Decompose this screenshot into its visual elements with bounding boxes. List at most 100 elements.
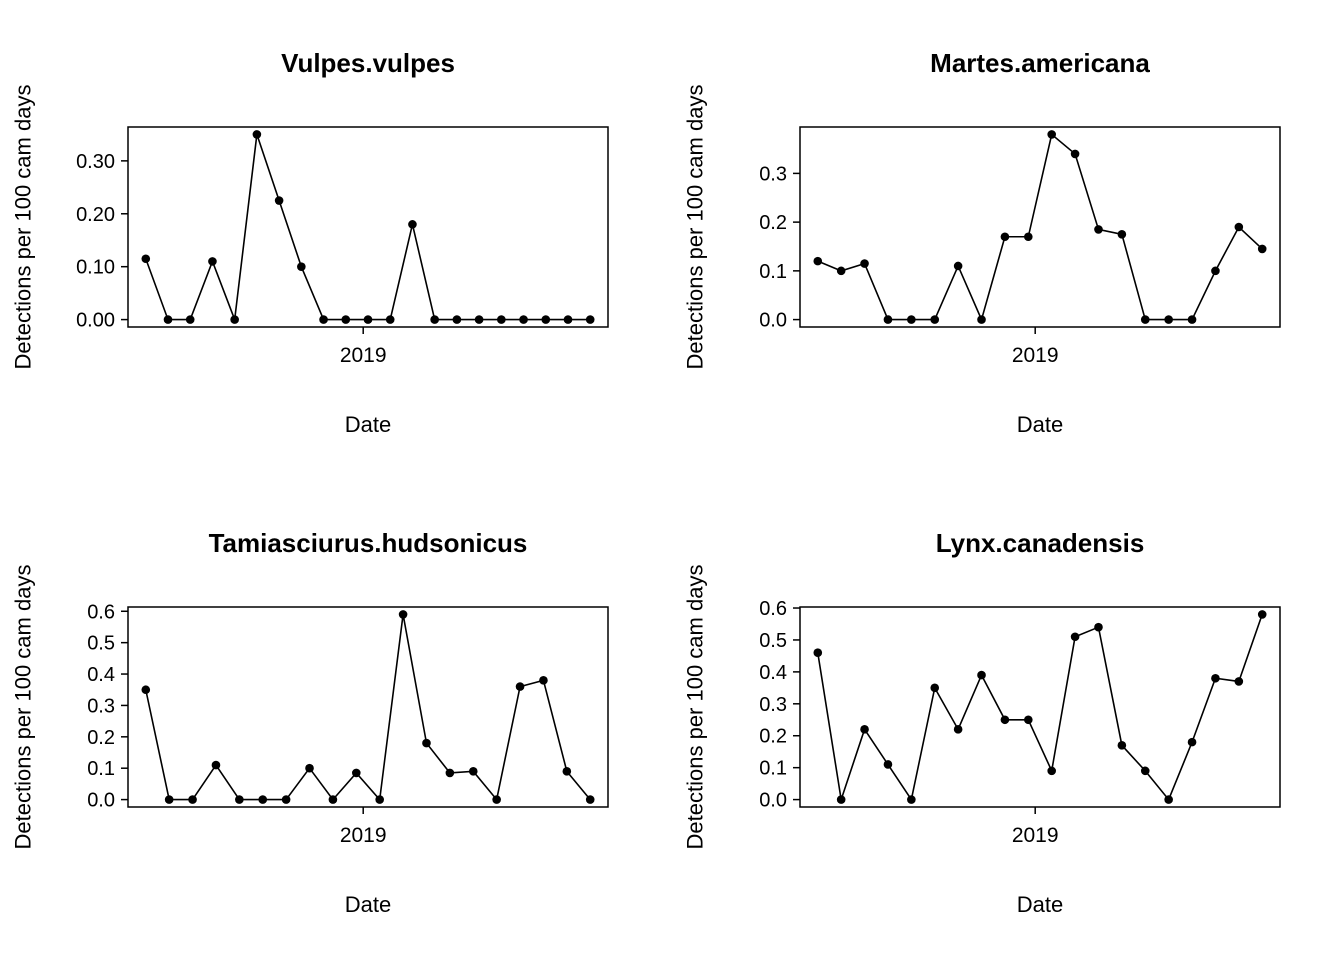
data-point bbox=[1140, 315, 1150, 324]
data-point bbox=[883, 760, 893, 769]
chart-panel-vulpes-vulpes: Vulpes.vulpes Detections per 100 cam day… bbox=[0, 0, 672, 480]
line-chart: 0.00 0.10 0.20 0.30 2019 bbox=[76, 126, 609, 367]
data-point bbox=[375, 795, 384, 804]
x-tick-label: 2019 bbox=[1012, 344, 1059, 367]
data-point bbox=[341, 315, 351, 324]
data-series-line bbox=[816, 614, 1263, 802]
data-point bbox=[836, 266, 846, 276]
data-point bbox=[211, 760, 221, 770]
data-point bbox=[258, 795, 268, 804]
chart-panel-martes-americana: Martes.americana Detections per 100 cam … bbox=[672, 0, 1344, 480]
data-point bbox=[230, 315, 239, 324]
data-point bbox=[497, 315, 506, 324]
y-tick-label: 0.0 bbox=[87, 790, 115, 812]
data-point bbox=[1024, 715, 1033, 725]
y-tick-label: 0.4 bbox=[87, 664, 115, 686]
data-point bbox=[274, 196, 284, 205]
data-point bbox=[1024, 232, 1033, 242]
x-tick-label: 2019 bbox=[1012, 824, 1059, 847]
data-point bbox=[1187, 315, 1197, 324]
data-point bbox=[297, 262, 306, 271]
y-tick-label: 0.6 bbox=[759, 598, 787, 620]
data-point bbox=[562, 767, 572, 776]
y-tick-label: 0.5 bbox=[759, 630, 787, 652]
data-point bbox=[1000, 715, 1010, 725]
y-tick-label: 0.2 bbox=[759, 212, 787, 234]
data-point bbox=[930, 683, 940, 693]
data-point bbox=[352, 768, 361, 778]
data-point bbox=[883, 315, 893, 324]
y-tick-label: 0.20 bbox=[76, 204, 115, 226]
chart-title: Martes.americana bbox=[930, 48, 1150, 78]
data-point bbox=[468, 767, 478, 776]
chart-panel-tamiasciurus-hudsonicus: Tamiasciurus.hudsonicus Detections per 1… bbox=[0, 480, 672, 960]
data-point bbox=[977, 670, 986, 680]
data-point bbox=[836, 795, 846, 804]
data-point bbox=[585, 315, 595, 324]
data-point bbox=[1047, 130, 1056, 139]
data-point bbox=[539, 676, 548, 685]
data-point bbox=[422, 738, 431, 748]
data-point bbox=[141, 685, 151, 695]
y-tick-label: 0.3 bbox=[759, 163, 787, 185]
data-point bbox=[398, 610, 408, 619]
plot-border bbox=[127, 126, 609, 328]
y-tick-label: 0.00 bbox=[76, 310, 115, 332]
chart-title: Lynx.canadensis bbox=[935, 528, 1145, 558]
line-chart: 0.0 0.1 0.2 0.3 0.4 0.5 0.6 2019 bbox=[87, 601, 609, 847]
data-point bbox=[445, 768, 455, 778]
data-point bbox=[163, 315, 173, 324]
data-point bbox=[1047, 766, 1056, 776]
chart-panel-lynx-canadensis: Lynx.canadensis Detections per 100 cam d… bbox=[672, 480, 1344, 960]
data-point bbox=[1234, 677, 1244, 686]
x-axis-label: Date bbox=[344, 892, 392, 917]
y-tick-label: 0.2 bbox=[87, 727, 115, 749]
data-point bbox=[1164, 315, 1173, 324]
y-tick-label: 0.10 bbox=[76, 257, 115, 279]
data-point bbox=[563, 315, 573, 324]
data-point bbox=[1094, 622, 1103, 632]
data-series-line bbox=[144, 614, 591, 802]
data-point bbox=[1070, 632, 1080, 642]
data-point bbox=[953, 261, 963, 271]
data-point bbox=[328, 795, 338, 804]
data-point bbox=[430, 315, 439, 324]
data-point bbox=[585, 795, 595, 804]
y-tick-label: 0.0 bbox=[759, 790, 787, 812]
data-point bbox=[1257, 610, 1267, 619]
y-tick-label: 0.30 bbox=[76, 151, 115, 173]
data-point bbox=[408, 220, 417, 229]
y-tick-label: 0.4 bbox=[759, 662, 787, 684]
data-point bbox=[515, 682, 525, 691]
data-point bbox=[252, 130, 262, 139]
data-point bbox=[860, 725, 869, 734]
data-point bbox=[185, 315, 195, 324]
data-point bbox=[164, 795, 174, 804]
data-point bbox=[363, 315, 373, 324]
data-series-line bbox=[145, 134, 591, 321]
data-point bbox=[519, 315, 528, 324]
y-tick-label: 0.0 bbox=[759, 310, 787, 332]
data-point bbox=[1257, 244, 1267, 254]
data-point bbox=[860, 259, 869, 268]
y-tick-label: 0.3 bbox=[87, 695, 115, 717]
y-tick-label: 0.3 bbox=[759, 694, 787, 716]
data-point bbox=[1187, 737, 1197, 747]
data-point bbox=[1070, 149, 1080, 159]
data-point bbox=[492, 795, 501, 804]
data-point bbox=[1234, 222, 1244, 232]
data-point bbox=[1000, 232, 1010, 242]
x-tick-label: 2019 bbox=[340, 824, 387, 847]
x-axis-label: Date bbox=[1016, 892, 1064, 917]
y-tick-label: 0.1 bbox=[759, 758, 787, 780]
data-point bbox=[319, 315, 328, 324]
data-point bbox=[930, 315, 940, 324]
chart-title: Vulpes.vulpes bbox=[281, 48, 455, 78]
data-point bbox=[1117, 741, 1127, 750]
line-chart: 0.0 0.1 0.2 0.3 2019 bbox=[759, 126, 1281, 367]
data-point bbox=[235, 795, 244, 804]
line-chart: 0.0 0.1 0.2 0.3 0.4 0.5 0.6 2019 bbox=[759, 598, 1281, 847]
data-point bbox=[474, 315, 484, 324]
x-axis-label: Date bbox=[344, 412, 392, 437]
